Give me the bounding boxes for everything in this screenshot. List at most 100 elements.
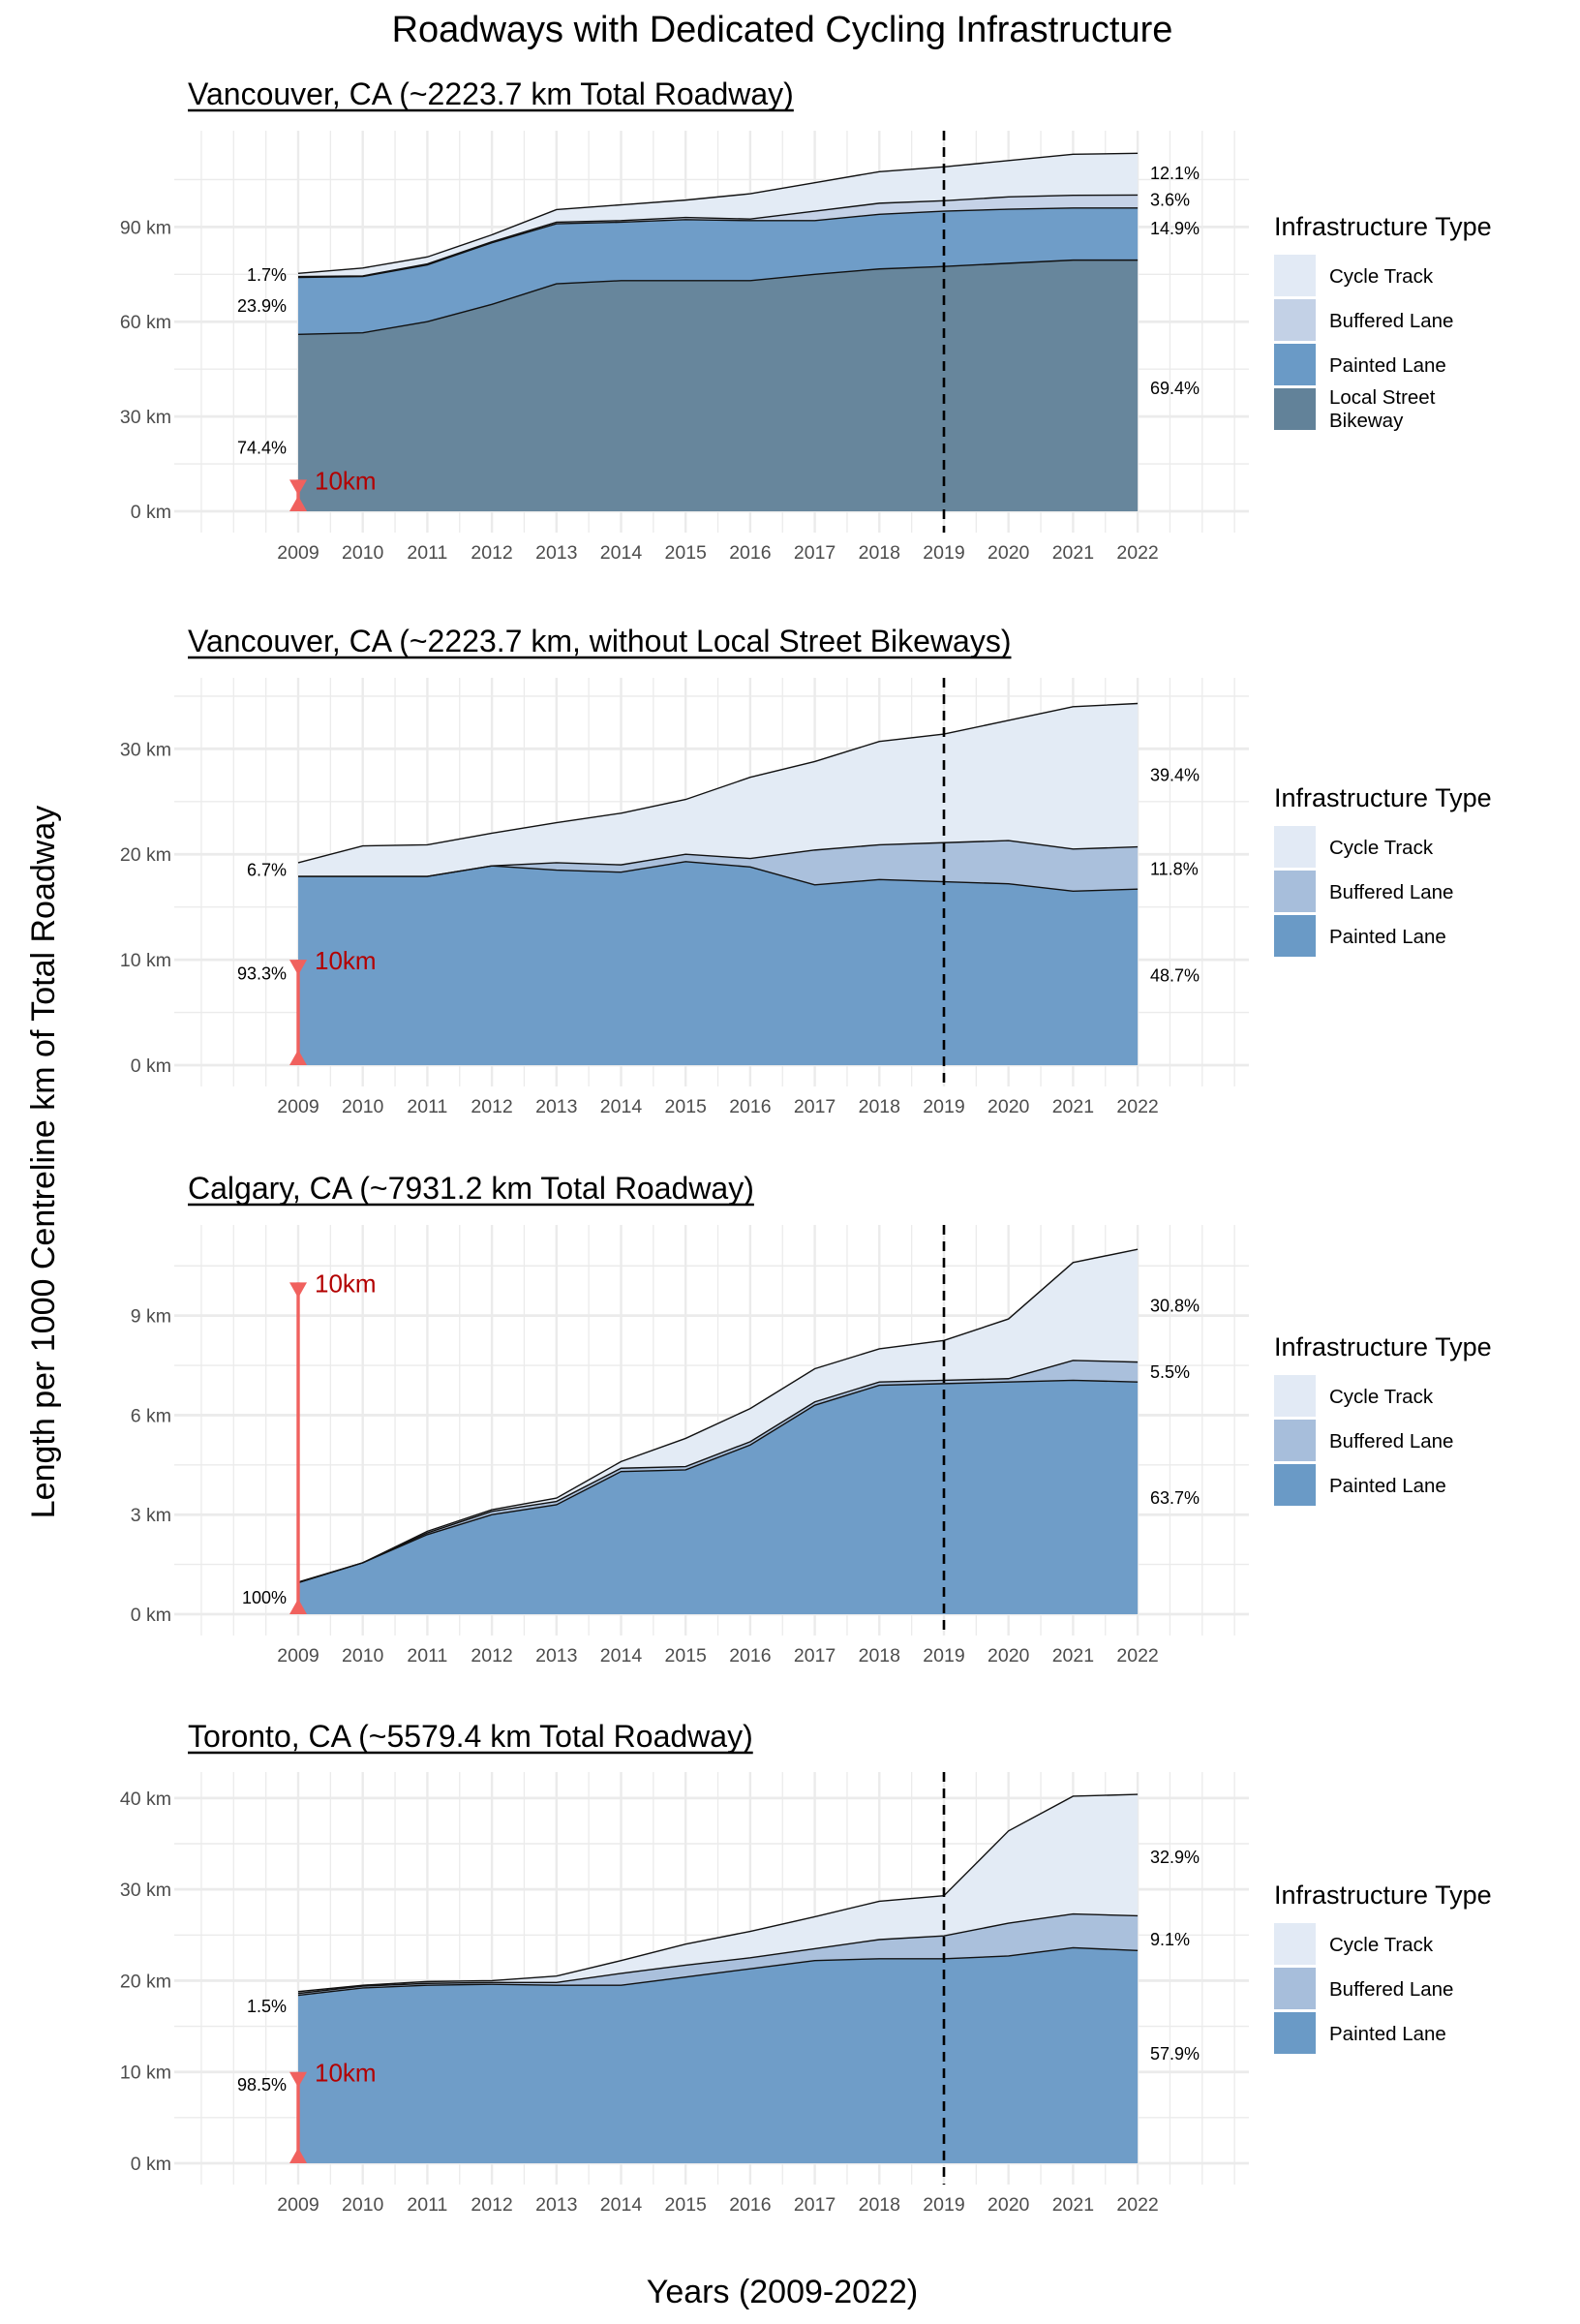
legend-swatch-cycle-track	[1274, 826, 1316, 868]
y-tick-label: 9 km	[131, 1306, 171, 1328]
x-tick-label: 2010	[342, 1645, 384, 1667]
x-tick-label: 2019	[923, 1645, 964, 1667]
x-tick-label: 2015	[665, 542, 708, 564]
y-tick-label: 20 km	[120, 844, 171, 866]
annotation-label: 10km	[315, 946, 377, 975]
start-percent-label: 74.4%	[237, 439, 287, 458]
area-buffered-lane	[298, 1913, 1139, 1996]
end-percent-label: 30.8%	[1150, 1296, 1200, 1315]
x-tick-label: 2014	[600, 1096, 643, 1117]
panel-calgary: Calgary, CA (~7931.2 km Total Roadway) 0…	[131, 1171, 1492, 1667]
legend-label: Painted Lane	[1329, 926, 1446, 948]
line-buffered-lane	[297, 194, 1139, 278]
x-tick-label: 2018	[859, 2194, 900, 2216]
legend-label: Painted Lane	[1329, 354, 1446, 377]
x-axis-title: Years (2009-2022)	[647, 2274, 918, 2310]
x-tick-label: 2019	[923, 542, 964, 564]
plot-area: 0 km 30 km 60 km 90 km 2009 2010 2011 2012 2013 2…	[120, 131, 1249, 564]
start-percent-label: 23.9%	[237, 296, 287, 316]
y-tick-label: 0 km	[131, 1055, 171, 1077]
end-percent-label: 48.7%	[1150, 965, 1200, 985]
x-tick-label: 2011	[407, 2194, 447, 2216]
plot-area: 0 km 10 km 20 km 30 km 2009 2010 2011 2012 2013 2…	[120, 678, 1249, 1117]
y-tick-label: 3 km	[131, 1505, 171, 1526]
legend-swatch-cycle-track	[1274, 255, 1316, 296]
figure-title: Roadways with Dedicated Cycling Infrastr…	[392, 10, 1173, 50]
legend: Infrastructure Type Cycle Track Buffered L…	[1274, 212, 1492, 432]
y-tick-label: 20 km	[120, 1971, 171, 1992]
line-cycle-track	[297, 152, 1139, 275]
start-percent-label: 1.5%	[247, 1997, 287, 2016]
x-tick-label: 2017	[794, 1645, 836, 1667]
legend-title: Infrastructure Type	[1274, 783, 1492, 812]
x-tick-label: 2014	[600, 2194, 643, 2216]
x-tick-label: 2010	[342, 1096, 384, 1117]
x-tick-label: 2021	[1052, 542, 1094, 564]
area-painted-lane	[298, 1380, 1139, 1614]
x-tick-label: 2013	[535, 2194, 577, 2216]
y-tick-label: 60 km	[120, 312, 171, 333]
start-percent-label: 6.7%	[247, 861, 287, 880]
x-tick-label: 2020	[988, 2194, 1030, 2216]
x-tick-label: 2016	[729, 2194, 771, 2216]
line-cycle-track	[297, 702, 1139, 864]
end-percent-label: 32.9%	[1150, 1848, 1200, 1867]
legend-swatch-buffered-lane	[1274, 1420, 1316, 1461]
start-percent-label: 93.3%	[237, 963, 287, 983]
x-tick-label: 2012	[471, 2194, 512, 2216]
y-tick-label: 0 km	[131, 2154, 171, 2175]
legend-label: Painted Lane	[1329, 1475, 1446, 1497]
area-painted-lane	[298, 861, 1139, 1065]
legend-label: Cycle Track	[1329, 1386, 1434, 1408]
x-tick-label: 2010	[342, 2194, 384, 2216]
legend-label: Bikeway	[1329, 410, 1404, 432]
panel-toronto: Toronto, CA (~5579.4 km Total Roadway) 0…	[120, 1719, 1492, 2216]
y-tick-label: 30 km	[120, 739, 171, 760]
panel-title: Calgary, CA (~7931.2 km Total Roadway)	[188, 1171, 754, 1206]
panel-vancouver: Vancouver, CA (~2223.7 km Total Roadway)…	[120, 76, 1492, 564]
area-painted-lane	[298, 1947, 1139, 2163]
line-painted-lane	[297, 1379, 1139, 1584]
x-tick-label: 2015	[665, 1096, 708, 1117]
x-tick-label: 2015	[665, 1645, 708, 1667]
legend-title: Infrastructure Type	[1274, 1332, 1492, 1361]
x-tick-label: 2009	[277, 1645, 319, 1667]
x-tick-label: 2011	[407, 1645, 447, 1667]
x-tick-label: 2017	[794, 2194, 836, 2216]
y-tick-label: 30 km	[120, 407, 171, 428]
legend-swatch-buffered-lane	[1274, 871, 1316, 912]
annotation-label: 10km	[315, 466, 377, 495]
y-tick-label: 10 km	[120, 950, 171, 971]
x-tick-label: 2016	[729, 1645, 771, 1667]
start-percent-label: 100%	[242, 1588, 287, 1607]
x-tick-label: 2022	[1116, 1096, 1158, 1117]
legend-label: Local Street	[1329, 386, 1436, 409]
legend-label: Painted Lane	[1329, 2023, 1446, 2045]
legend-title: Infrastructure Type	[1274, 212, 1492, 241]
x-tick-label: 2021	[1052, 1096, 1094, 1117]
panel-vancouver-no-lsb: Vancouver, CA (~2223.7 km, without Local…	[120, 624, 1492, 1117]
annotation-arrowhead-bottom	[289, 1050, 307, 1065]
x-tick-label: 2017	[794, 1096, 836, 1117]
x-tick-label: 2015	[665, 2194, 708, 2216]
x-tick-label: 2009	[277, 1096, 319, 1117]
x-tick-label: 2013	[535, 542, 577, 564]
line-painted-lane	[297, 207, 1139, 279]
legend-title: Infrastructure Type	[1274, 1881, 1492, 1910]
y-axis-title: Length per 1000 Centreline km of Total R…	[25, 806, 62, 1519]
x-tick-label: 2012	[471, 542, 512, 564]
start-percent-label: 1.7%	[247, 265, 287, 285]
x-tick-label: 2019	[923, 1096, 964, 1117]
y-tick-label: 10 km	[120, 2063, 171, 2084]
end-percent-label: 14.9%	[1150, 219, 1200, 238]
x-tick-label: 2009	[277, 2194, 319, 2216]
x-tick-label: 2022	[1116, 1645, 1158, 1667]
end-percent-label: 69.4%	[1150, 379, 1200, 398]
x-tick-label: 2013	[535, 1096, 577, 1117]
annotation-arrowhead-bottom	[289, 2148, 307, 2163]
legend-swatch-cycle-track	[1274, 1923, 1316, 1965]
end-percent-label: 12.1%	[1150, 164, 1200, 183]
x-tick-label: 2012	[471, 1645, 512, 1667]
area-buffered-lane	[298, 841, 1139, 892]
x-tick-label: 2017	[794, 542, 836, 564]
